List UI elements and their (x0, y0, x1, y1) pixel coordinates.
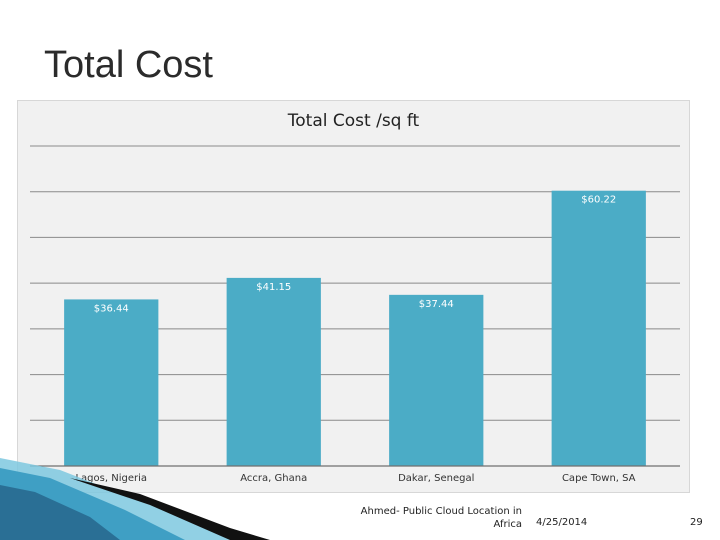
x-tick-label: Dakar, Senegal (398, 473, 474, 484)
page-number: 29 (690, 517, 703, 528)
data-label: $41.15 (256, 282, 291, 293)
footer-source: Ahmed- Public Cloud Location in Africa (360, 506, 522, 530)
bar (64, 299, 159, 466)
data-label: $37.44 (419, 299, 454, 310)
swoosh-dark-band (70, 478, 270, 540)
bar-chart: $36.44 Lagos, Nigeria $41.15 Accra, Ghana $3… (30, 145, 680, 484)
chart-title: Total Cost /sq ft (287, 111, 420, 131)
x-tick-label: Accra, Ghana (240, 473, 307, 484)
data-label: $36.44 (94, 303, 129, 314)
slide-title: Total Cost (44, 44, 213, 86)
bar (551, 190, 646, 467)
x-tick-label: Cape Town, SA (562, 473, 636, 484)
bar (389, 294, 484, 466)
footer-date: 4/25/2014 (536, 517, 588, 528)
data-label: $60.22 (581, 195, 616, 206)
bar (226, 277, 321, 466)
swoosh-deep-band (0, 485, 120, 540)
chart-panel: Total Cost /sq ft $36.44 Lagos, Nigeria $4… (17, 100, 690, 493)
x-tick-label: Lagos, Nigeria (75, 473, 147, 484)
